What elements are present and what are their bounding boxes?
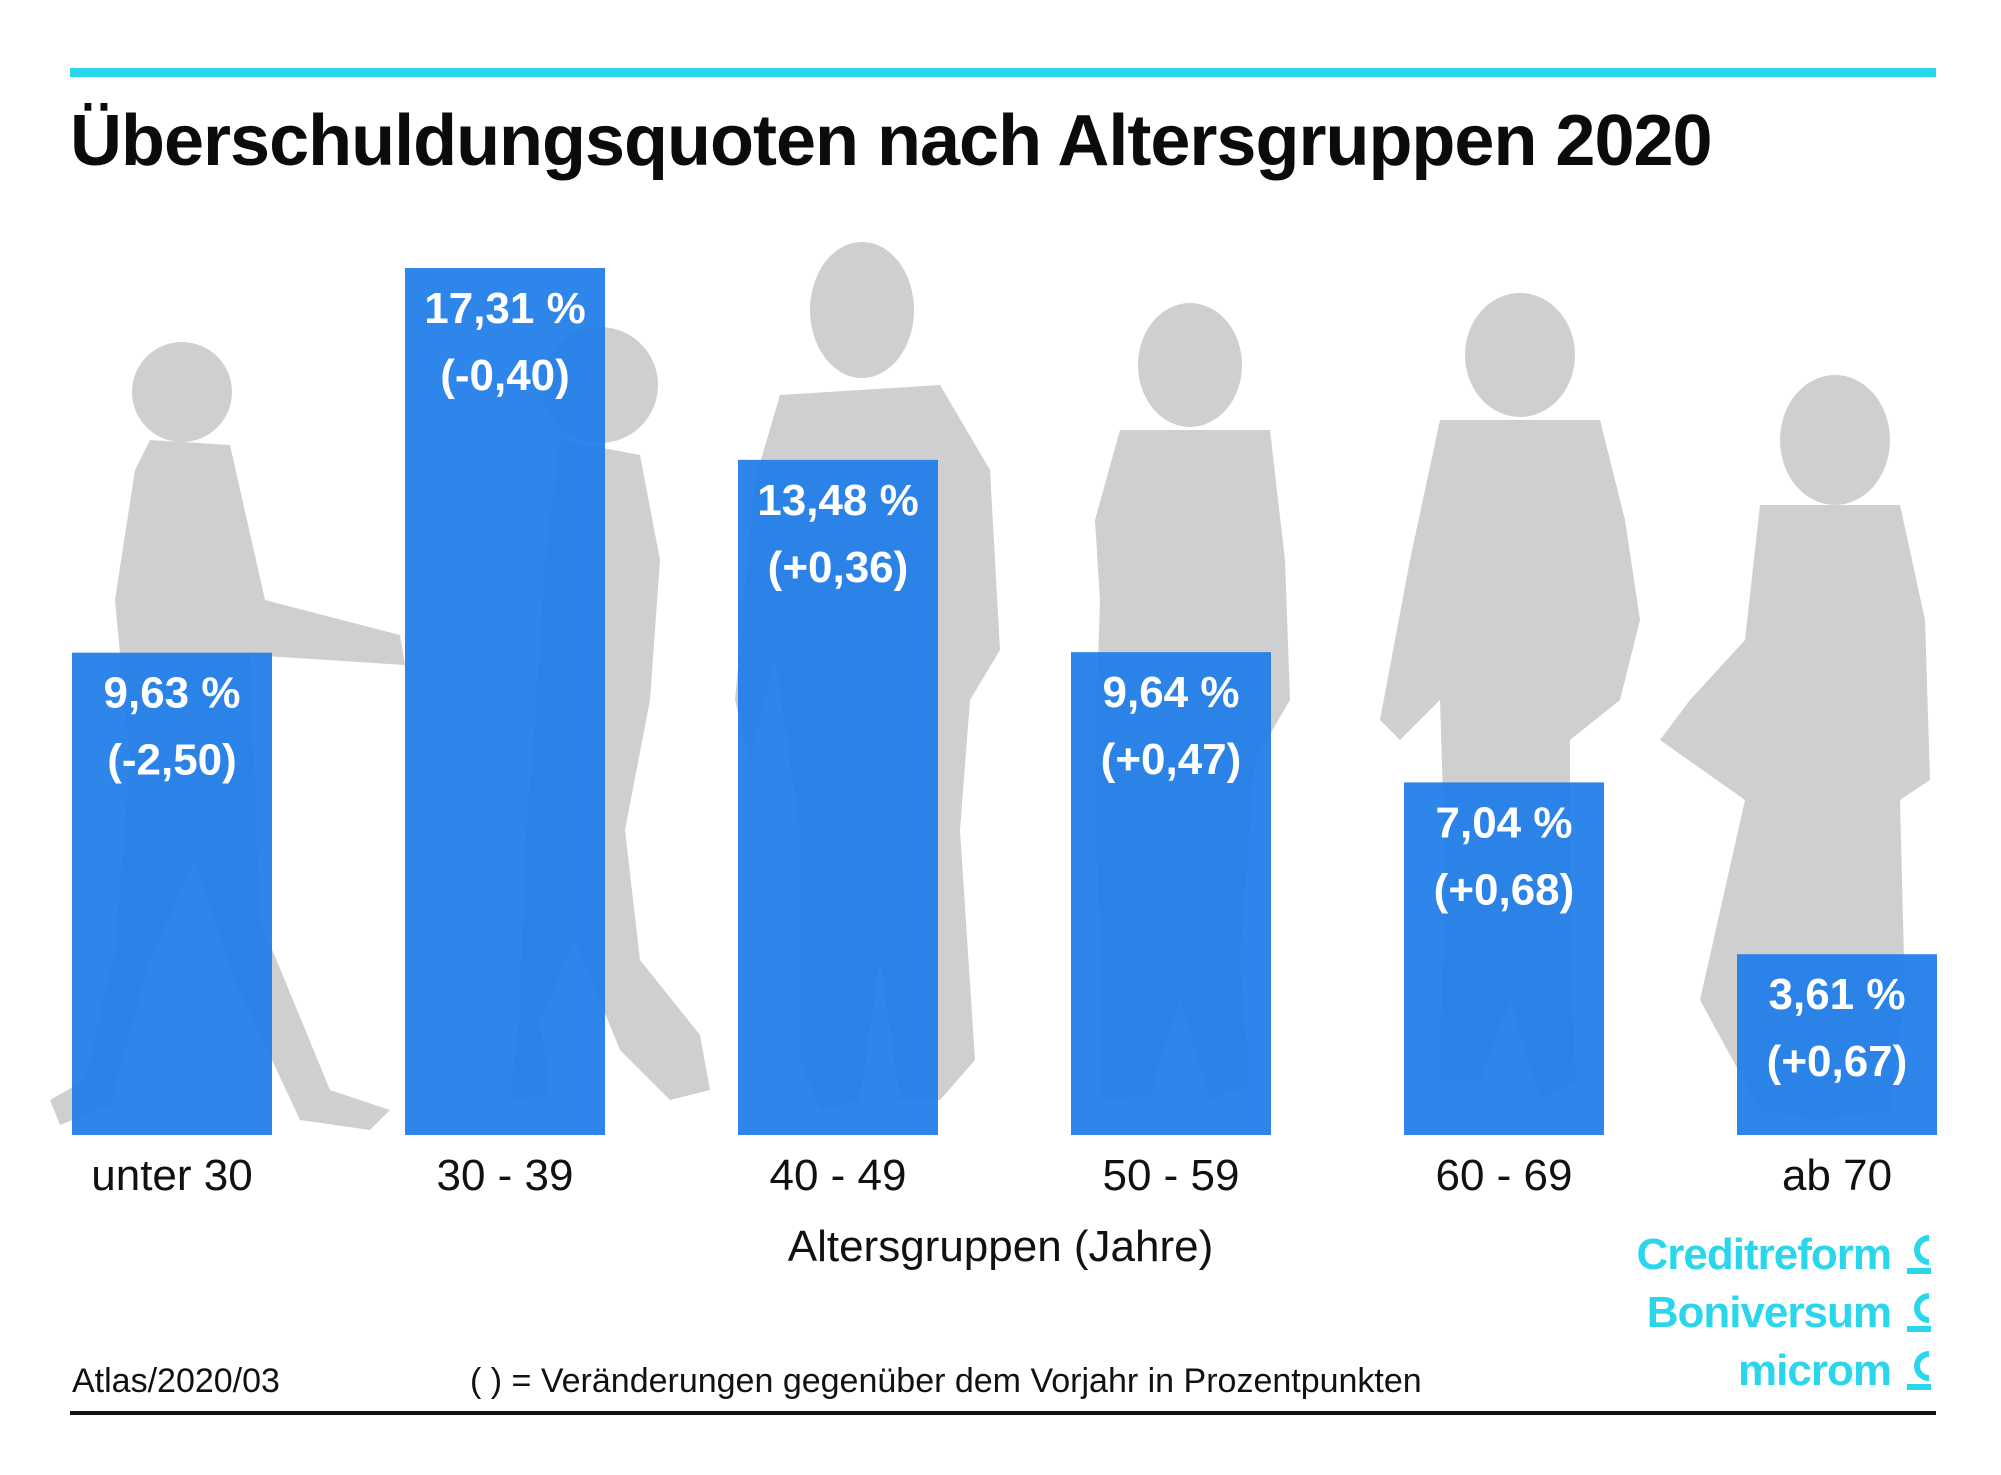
value-labels-group: 9,63 % (-2,50) 17,31 % (-0,40) 13,48 % (+0,36… <box>104 284 1908 1086</box>
category-label-0: unter 30 <box>91 1151 252 1200</box>
legend-note: ( ) = Veränderungen gegenüber dem Vorjah… <box>470 1362 1422 1400</box>
bar-5 <box>1737 954 1937 1135</box>
bar-3 <box>1071 652 1271 1135</box>
bar-value-label-2: 13,48 % <box>757 476 918 525</box>
bar-change-label-0: (-2,50) <box>107 736 237 785</box>
brand-creditreform: Creditreform <box>1636 1230 1892 1279</box>
top-rule <box>70 68 1936 77</box>
creditreform-logo-icon <box>1907 1235 1931 1274</box>
bar-0 <box>72 652 272 1135</box>
bar-value-label-5: 3,61 % <box>1769 970 1906 1019</box>
bottom-rule <box>70 1411 1936 1415</box>
chart-title: Überschuldungsquoten nach Altersgruppen … <box>70 101 1713 181</box>
bar-change-label-1: (-0,40) <box>440 351 570 400</box>
bar-value-label-4: 7,04 % <box>1436 798 1573 847</box>
bar-value-label-0: 9,63 % <box>104 669 241 718</box>
silhouettes-illustration <box>50 242 1930 1130</box>
bar-change-label-5: (+0,67) <box>1767 1037 1908 1086</box>
category-label-2: 40 - 49 <box>770 1151 907 1200</box>
bar-change-label-4: (+0,68) <box>1434 865 1575 914</box>
brand-microm: microm <box>1738 1346 1892 1395</box>
category-label-3: 50 - 59 <box>1103 1151 1240 1200</box>
x-axis-title: Altersgruppen (Jahre) <box>787 1222 1214 1271</box>
category-label-5: ab 70 <box>1782 1151 1892 1200</box>
microm-logo-icon <box>1907 1351 1931 1390</box>
category-labels-group: unter 30 30 - 39 40 - 49 50 - 59 60 - 69 ab 7… <box>91 1151 1892 1200</box>
bar-change-label-3: (+0,47) <box>1101 735 1242 784</box>
bar-value-label-3: 9,64 % <box>1103 668 1240 717</box>
bar-2 <box>738 459 938 1135</box>
source-note: Atlas/2020/03 <box>72 1362 280 1400</box>
bar-4 <box>1404 782 1604 1135</box>
category-label-1: 30 - 39 <box>437 1151 574 1200</box>
bar-change-label-2: (+0,36) <box>768 543 909 592</box>
bar-value-label-1: 17,31 % <box>424 284 585 333</box>
brand-boniversum: Boniversum <box>1646 1288 1892 1337</box>
bar-1 <box>405 268 605 1135</box>
bars-group <box>72 268 1937 1135</box>
category-label-4: 60 - 69 <box>1436 1151 1573 1200</box>
boniversum-logo-icon <box>1907 1293 1931 1332</box>
